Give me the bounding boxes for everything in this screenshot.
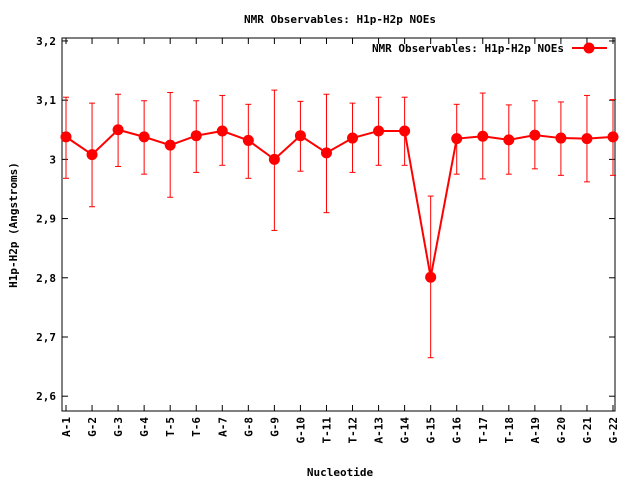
x-tick-label: G-22: [607, 417, 620, 444]
x-tick-label: A-1: [60, 417, 73, 437]
data-point: [451, 133, 463, 145]
x-tick-label: A-13: [373, 417, 386, 444]
data-point: [60, 131, 72, 143]
y-axis: 2,6 2,7 2,8 2,9 3 3,1 3,2: [36, 35, 615, 403]
y-tick-label: 2,9: [36, 213, 56, 226]
y-tick-label: 2,7: [36, 331, 56, 344]
x-axis: A-1 G-2 G-3 G-4 T-5 T-6 A-7 G-8 G-9 G-10 T-11 T-12 A…: [60, 38, 620, 444]
data-point: [529, 129, 541, 141]
x-tick-label: T-12: [347, 417, 360, 444]
x-tick-label: T-11: [320, 417, 333, 444]
x-tick-label: T-18: [503, 417, 516, 444]
data-point: [347, 132, 359, 144]
x-tick-label: G-2: [86, 417, 99, 437]
data-point: [477, 130, 489, 142]
data-point: [581, 133, 593, 145]
y-tick-label: 3: [49, 153, 56, 166]
data-point: [373, 125, 385, 137]
x-tick-label: T-6: [190, 417, 203, 437]
x-tick-label: G-15: [425, 417, 438, 444]
x-tick-label: A-7: [216, 417, 229, 437]
legend: NMR Observables: H1p-H2p NOEs: [372, 42, 607, 55]
y-axis-label: H1p-H2p (Angstroms): [7, 162, 20, 288]
data-point: [138, 131, 150, 143]
series-layer: [60, 89, 619, 359]
data-point: [555, 132, 567, 144]
data-point: [216, 125, 228, 137]
data-point: [607, 131, 619, 143]
x-tick-label: G-8: [242, 417, 255, 437]
series-line: [65, 128, 614, 278]
data-point: [294, 130, 306, 142]
y-tick-label: 2,8: [36, 272, 56, 285]
legend-marker: [583, 42, 595, 54]
x-tick-label: T-5: [164, 417, 177, 437]
data-point: [86, 149, 98, 161]
data-point: [112, 124, 124, 136]
plot-frame: [61, 37, 616, 412]
x-tick-label: G-9: [268, 417, 281, 437]
x-tick-label: A-19: [529, 417, 542, 444]
data-point: [268, 153, 280, 165]
data-point: [242, 134, 254, 146]
x-tick-label: T-17: [477, 417, 490, 444]
chart-title: NMR Observables: H1p-H2p NOEs: [244, 13, 436, 26]
x-tick-label: G-21: [581, 417, 594, 444]
x-tick-label: G-16: [451, 417, 464, 444]
data-point: [164, 139, 176, 151]
y-tick-label: 3,1: [36, 94, 56, 107]
x-axis-label: Nucleotide: [307, 466, 374, 479]
x-tick-label: G-3: [112, 417, 125, 437]
x-tick-label: G-10: [294, 417, 307, 444]
data-point: [190, 130, 202, 142]
data-point: [320, 147, 332, 159]
data-point: [425, 271, 437, 283]
y-tick-label: 2,6: [36, 390, 56, 403]
x-tick-label: G-20: [555, 417, 568, 444]
data-point: [399, 125, 411, 137]
x-tick-label: G-14: [399, 417, 412, 444]
data-point: [503, 134, 515, 146]
x-tick-label: G-4: [138, 417, 151, 437]
legend-label: NMR Observables: H1p-H2p NOEs: [372, 42, 564, 55]
y-tick-label: 3,2: [36, 35, 56, 48]
